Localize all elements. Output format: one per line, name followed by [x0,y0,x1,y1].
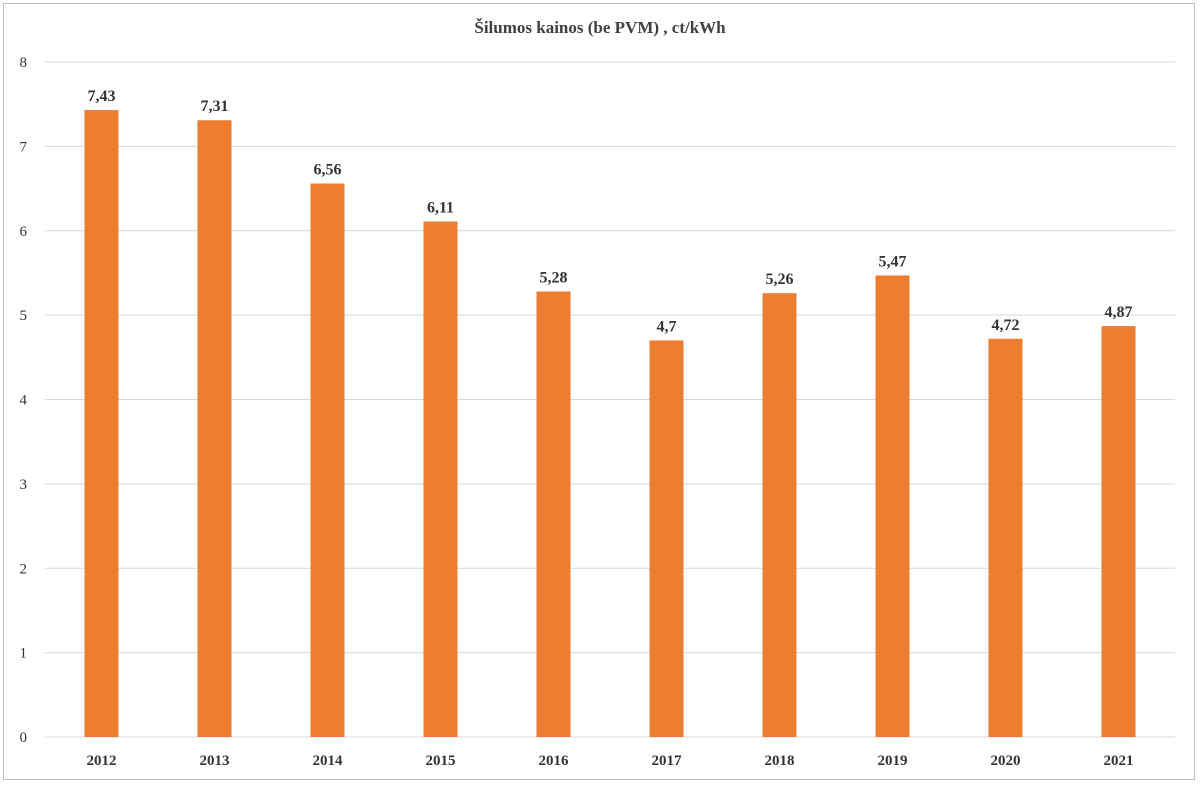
data-label: 4,7 [657,318,677,335]
gridlines [45,61,1175,738]
x-axis-ticks: 2012 2013 2014 2015 2016 2017 2018 2019 2020 2021 [87,753,1134,769]
x-tick-label: 2018 [765,753,795,769]
data-labels: 7,43 7,31 6,56 6,11 5,28 4,7 5,26 5,47 4,72 4,87 [88,88,1133,335]
bar [423,221,458,737]
y-tick-label: 5 [20,308,28,324]
y-tick-label: 2 [20,561,28,577]
bar [536,291,571,737]
x-tick-label: 2017 [652,753,683,769]
bar [84,110,119,737]
chart-title: Šilumos kainos (be PVM) , ct/kWh [474,18,726,37]
x-tick-label: 2013 [200,753,230,769]
y-tick-label: 4 [20,393,28,409]
bars [84,110,1136,737]
y-tick-label: 3 [20,477,28,493]
x-tick-label: 2021 [1104,753,1134,769]
bar [875,275,910,737]
x-tick-label: 2015 [426,753,456,769]
data-label: 4,72 [992,317,1020,334]
bar [310,183,345,737]
y-tick-label: 8 [20,55,28,71]
bar [988,338,1023,737]
x-tick-label: 2020 [991,753,1021,769]
x-tick-label: 2014 [313,753,344,769]
bar [649,340,684,737]
x-tick-label: 2016 [539,753,570,769]
bar [197,120,232,737]
x-tick-label: 2012 [87,753,117,769]
data-label: 5,26 [766,271,794,288]
y-tick-label: 1 [20,646,28,662]
data-label: 5,47 [879,253,907,270]
data-label: 7,31 [201,98,229,115]
bar [762,293,797,737]
data-label: 6,56 [314,162,342,179]
y-tick-label: 6 [20,224,28,240]
bar [1101,326,1136,737]
y-axis-ticks: 0 1 2 3 4 5 6 7 8 [20,55,28,746]
x-tick-label: 2019 [878,753,908,769]
data-label: 6,11 [427,199,454,216]
data-label: 7,43 [88,88,116,105]
data-label: 5,28 [540,270,568,287]
data-label: 4,87 [1105,304,1133,321]
y-tick-label: 7 [20,139,28,155]
y-tick-label: 0 [20,730,28,746]
